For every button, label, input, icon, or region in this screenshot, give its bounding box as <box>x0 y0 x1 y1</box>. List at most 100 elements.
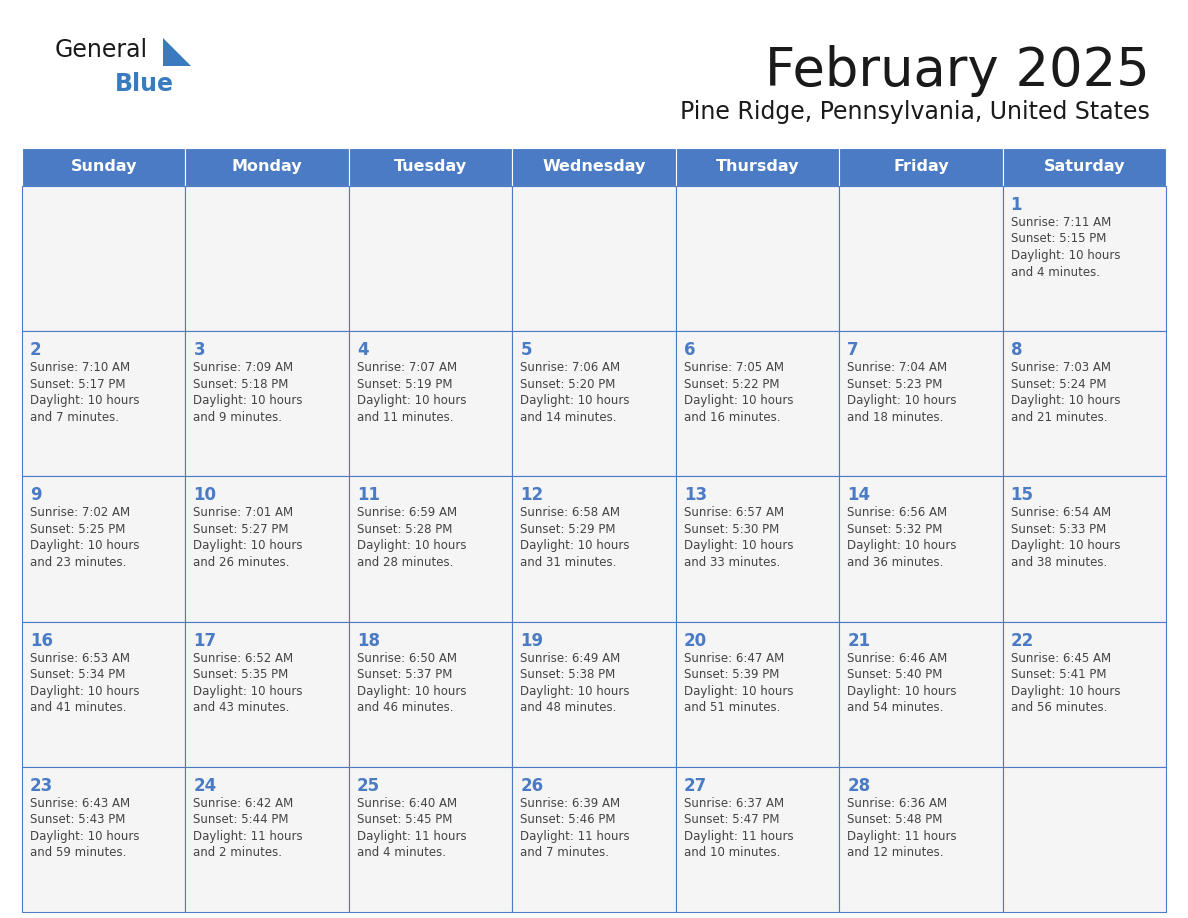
Text: Tuesday: Tuesday <box>394 160 467 174</box>
Text: and 9 minutes.: and 9 minutes. <box>194 410 283 424</box>
Bar <box>512 148 676 186</box>
Text: Sunrise: 6:46 AM: Sunrise: 6:46 AM <box>847 652 947 665</box>
Text: Thursday: Thursday <box>715 160 800 174</box>
Bar <box>839 476 1003 621</box>
Text: Daylight: 10 hours: Daylight: 10 hours <box>1011 685 1120 698</box>
Text: Sunrise: 7:01 AM: Sunrise: 7:01 AM <box>194 507 293 520</box>
Text: February 2025: February 2025 <box>765 45 1150 97</box>
Bar <box>676 767 839 912</box>
Text: 7: 7 <box>847 341 859 359</box>
Text: Daylight: 10 hours: Daylight: 10 hours <box>520 540 630 553</box>
Text: and 54 minutes.: and 54 minutes. <box>847 701 943 714</box>
Text: Sunrise: 6:42 AM: Sunrise: 6:42 AM <box>194 797 293 810</box>
Text: Daylight: 10 hours: Daylight: 10 hours <box>30 394 139 408</box>
Text: Sunrise: 6:58 AM: Sunrise: 6:58 AM <box>520 507 620 520</box>
Text: Daylight: 11 hours: Daylight: 11 hours <box>847 830 956 843</box>
Text: Daylight: 10 hours: Daylight: 10 hours <box>1011 249 1120 262</box>
Polygon shape <box>163 38 191 66</box>
Text: Daylight: 10 hours: Daylight: 10 hours <box>30 830 139 843</box>
Text: 11: 11 <box>356 487 380 504</box>
Text: Daylight: 10 hours: Daylight: 10 hours <box>684 394 794 408</box>
Bar <box>839 331 1003 476</box>
Text: Daylight: 10 hours: Daylight: 10 hours <box>1011 540 1120 553</box>
Text: Pine Ridge, Pennsylvania, United States: Pine Ridge, Pennsylvania, United States <box>680 100 1150 124</box>
Text: 17: 17 <box>194 632 216 650</box>
Bar <box>676 621 839 767</box>
Bar <box>185 186 349 331</box>
Text: Daylight: 11 hours: Daylight: 11 hours <box>356 830 467 843</box>
Text: Sunrise: 7:03 AM: Sunrise: 7:03 AM <box>1011 361 1111 375</box>
Bar <box>1003 767 1165 912</box>
Bar <box>676 186 839 331</box>
Text: and 11 minutes.: and 11 minutes. <box>356 410 454 424</box>
Bar <box>349 621 512 767</box>
Text: Sunset: 5:17 PM: Sunset: 5:17 PM <box>30 377 126 391</box>
Text: 27: 27 <box>684 777 707 795</box>
Text: 6: 6 <box>684 341 695 359</box>
Text: and 26 minutes.: and 26 minutes. <box>194 556 290 569</box>
Text: Sunset: 5:15 PM: Sunset: 5:15 PM <box>1011 232 1106 245</box>
Text: Daylight: 11 hours: Daylight: 11 hours <box>520 830 630 843</box>
Text: Sunrise: 6:50 AM: Sunrise: 6:50 AM <box>356 652 457 665</box>
Text: Sunrise: 6:43 AM: Sunrise: 6:43 AM <box>30 797 131 810</box>
Text: Sunset: 5:27 PM: Sunset: 5:27 PM <box>194 523 289 536</box>
Text: 19: 19 <box>520 632 543 650</box>
Text: Daylight: 10 hours: Daylight: 10 hours <box>356 540 467 553</box>
Text: Sunset: 5:35 PM: Sunset: 5:35 PM <box>194 668 289 681</box>
Text: and 48 minutes.: and 48 minutes. <box>520 701 617 714</box>
Text: Sunset: 5:39 PM: Sunset: 5:39 PM <box>684 668 779 681</box>
Text: Sunset: 5:38 PM: Sunset: 5:38 PM <box>520 668 615 681</box>
Bar <box>1003 331 1165 476</box>
Text: 20: 20 <box>684 632 707 650</box>
Text: and 51 minutes.: and 51 minutes. <box>684 701 781 714</box>
Text: and 4 minutes.: and 4 minutes. <box>1011 265 1100 278</box>
Bar <box>185 148 349 186</box>
Text: 9: 9 <box>30 487 42 504</box>
Bar <box>23 186 185 331</box>
Text: Monday: Monday <box>232 160 303 174</box>
Bar <box>185 621 349 767</box>
Text: and 14 minutes.: and 14 minutes. <box>520 410 617 424</box>
Text: 13: 13 <box>684 487 707 504</box>
Bar <box>1003 621 1165 767</box>
Text: Sunset: 5:30 PM: Sunset: 5:30 PM <box>684 523 779 536</box>
Text: and 28 minutes.: and 28 minutes. <box>356 556 454 569</box>
Text: 1: 1 <box>1011 196 1022 214</box>
Bar <box>512 767 676 912</box>
Text: Sunrise: 7:11 AM: Sunrise: 7:11 AM <box>1011 216 1111 229</box>
Text: Daylight: 10 hours: Daylight: 10 hours <box>684 540 794 553</box>
Text: Sunrise: 6:59 AM: Sunrise: 6:59 AM <box>356 507 457 520</box>
Bar <box>839 148 1003 186</box>
Text: Sunset: 5:19 PM: Sunset: 5:19 PM <box>356 377 453 391</box>
Text: and 38 minutes.: and 38 minutes. <box>1011 556 1107 569</box>
Bar <box>512 621 676 767</box>
Text: 25: 25 <box>356 777 380 795</box>
Text: Sunrise: 6:57 AM: Sunrise: 6:57 AM <box>684 507 784 520</box>
Text: Sunrise: 6:47 AM: Sunrise: 6:47 AM <box>684 652 784 665</box>
Text: and 7 minutes.: and 7 minutes. <box>30 410 119 424</box>
Text: Daylight: 10 hours: Daylight: 10 hours <box>356 394 467 408</box>
Bar <box>23 331 185 476</box>
Text: and 18 minutes.: and 18 minutes. <box>847 410 943 424</box>
Text: Daylight: 10 hours: Daylight: 10 hours <box>30 540 139 553</box>
Text: and 36 minutes.: and 36 minutes. <box>847 556 943 569</box>
Text: Sunset: 5:18 PM: Sunset: 5:18 PM <box>194 377 289 391</box>
Text: Sunrise: 6:49 AM: Sunrise: 6:49 AM <box>520 652 620 665</box>
Bar <box>23 148 185 186</box>
Bar <box>676 476 839 621</box>
Text: Daylight: 10 hours: Daylight: 10 hours <box>30 685 139 698</box>
Text: Sunrise: 7:02 AM: Sunrise: 7:02 AM <box>30 507 131 520</box>
Text: Sunrise: 7:07 AM: Sunrise: 7:07 AM <box>356 361 457 375</box>
Text: Sunset: 5:32 PM: Sunset: 5:32 PM <box>847 523 942 536</box>
Text: 18: 18 <box>356 632 380 650</box>
Text: Sunrise: 7:04 AM: Sunrise: 7:04 AM <box>847 361 947 375</box>
Bar <box>23 767 185 912</box>
Text: Sunset: 5:46 PM: Sunset: 5:46 PM <box>520 813 615 826</box>
Text: Sunset: 5:28 PM: Sunset: 5:28 PM <box>356 523 453 536</box>
Text: 5: 5 <box>520 341 532 359</box>
Text: Sunset: 5:48 PM: Sunset: 5:48 PM <box>847 813 942 826</box>
Bar <box>349 148 512 186</box>
Text: and 7 minutes.: and 7 minutes. <box>520 846 609 859</box>
Text: and 10 minutes.: and 10 minutes. <box>684 846 781 859</box>
Bar <box>349 476 512 621</box>
